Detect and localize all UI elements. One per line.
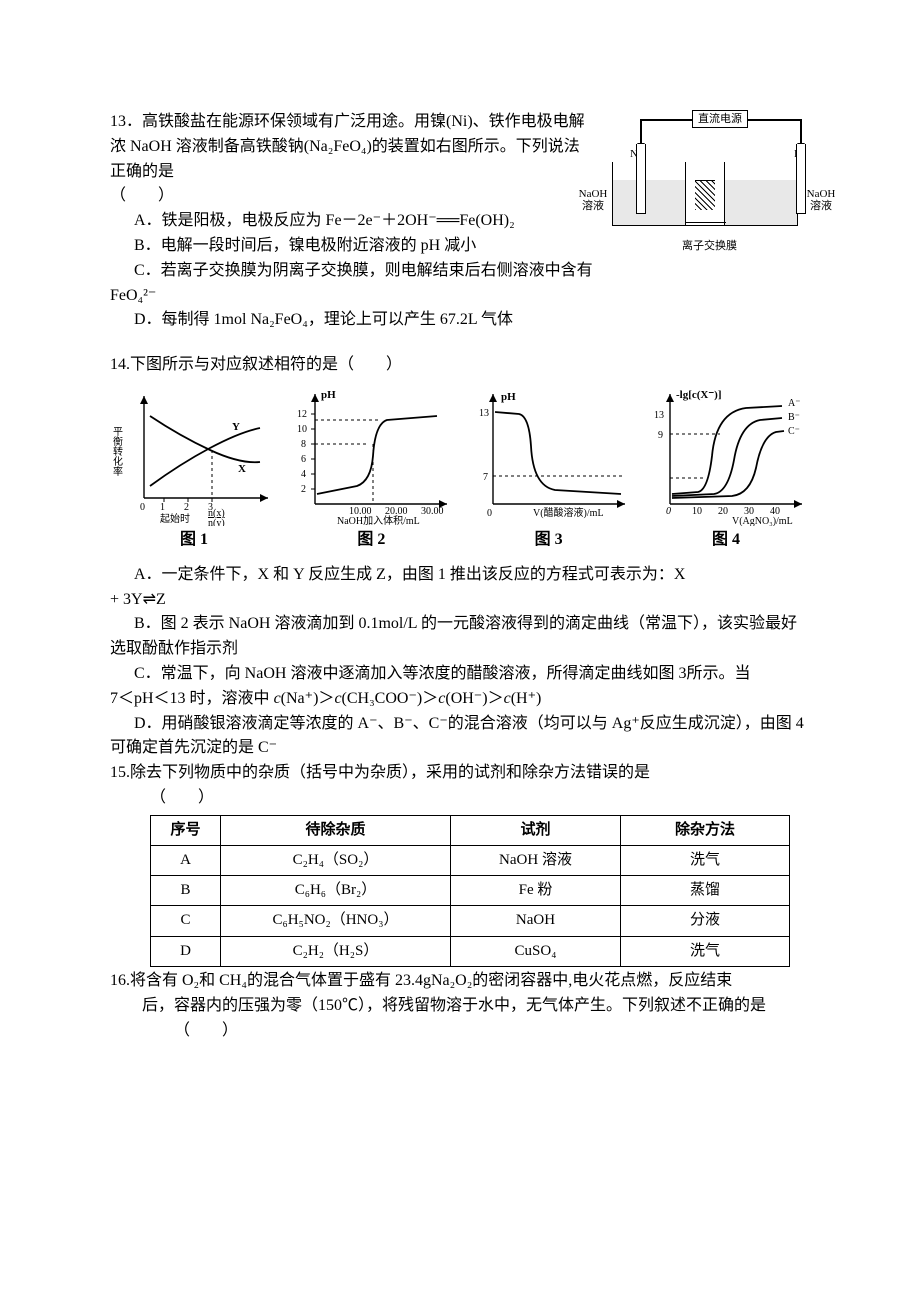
- q14-optD: D．用硝酸银溶液滴定等浓度的 A⁻、B⁻、C⁻的混合溶液（均可以与 Ag⁺反应生…: [110, 712, 810, 762]
- fig1-ylabel: 平衡转化率: [111, 426, 123, 477]
- q15-table: 序号 待除杂质 试剂 除杂方法 A C₂H₄（SO₂） NaOH 溶液 洗气 B…: [150, 815, 790, 967]
- naoh-right: NaOH溶液: [804, 188, 838, 212]
- q14-optB: B．图 2 表示 NaOH 溶液滴加到 0.1mol/L 的一元酸溶液得到的滴定…: [110, 612, 810, 662]
- svg-text:A⁻: A⁻: [788, 398, 801, 409]
- table-row: B C₆H₆（Br₂） Fe 粉 蒸馏: [151, 876, 790, 906]
- fig2-xl: NaOH加入体积/mL: [337, 515, 420, 526]
- bridge: [686, 222, 726, 226]
- q14-optA-l2: + 3Y⇌Z: [110, 588, 810, 613]
- q15-paren: （ ）: [110, 786, 810, 811]
- svg-text:10: 10: [297, 424, 307, 435]
- fig3-xl: V(醋酸溶液)/mL: [533, 506, 604, 519]
- left-beaker: [612, 162, 686, 226]
- th-1: 待除杂质: [221, 815, 451, 845]
- table-header-row: 序号 待除杂质 试剂 除杂方法: [151, 815, 790, 845]
- fig2-yticks: 2 4 6 8 10 12: [297, 409, 315, 495]
- svg-text:13: 13: [654, 410, 664, 421]
- ni-electrode: [636, 144, 646, 214]
- fig2: pH 2 4 6 8 10 12 10.00 20.00 30.00 NaOH加…: [287, 386, 455, 553]
- svg-text:0: 0: [487, 508, 492, 519]
- q14-optA-l1: A．一定条件下，X 和 Y 反应生成 Z，由图 1 推出该反应的方程式可表示为：…: [110, 563, 810, 588]
- svg-text:2: 2: [301, 484, 306, 495]
- fig3-cap: 图 3: [465, 528, 633, 553]
- fig1-t0: 0: [140, 502, 145, 513]
- svg-text:7: 7: [483, 472, 488, 483]
- fig1-X: X: [238, 463, 246, 475]
- fig2-cap: 图 2: [287, 528, 455, 553]
- fig2-yl: pH: [321, 389, 336, 401]
- svg-text:12: 12: [297, 409, 307, 420]
- fig1-cap: 图 1: [110, 528, 278, 553]
- svg-text:0: 0: [666, 506, 671, 517]
- q16-l2: 后，容器内的压强为零（150℃），将残留物溶于水中，无气体产生。下列叙述不正确的…: [142, 997, 766, 1039]
- svg-text:20: 20: [718, 506, 728, 517]
- ion-membrane: [695, 180, 715, 210]
- svg-text:10: 10: [692, 506, 702, 517]
- figure-row: 平衡转化率 0 1 2 3 Y X 起始时 n(x) n(y) 图 1: [110, 386, 810, 553]
- q15-stem: 15.除去下列物质中的杂质（括号中为杂质），采用的试剂和除杂方法错误的是: [110, 761, 810, 786]
- fig1-Y: Y: [232, 421, 240, 433]
- fig1-t2: 2: [184, 502, 189, 513]
- svg-text:C⁻: C⁻: [788, 426, 800, 437]
- fig4-yl: -lg[c(X⁻)]: [676, 389, 722, 401]
- fig4-xl: V(AgNO₃)/mL: [732, 516, 793, 526]
- svg-text:起始时: 起始时: [160, 512, 190, 525]
- svg-text:4: 4: [301, 469, 306, 480]
- q13-optC: C．若离子交换膜为阴离子交换膜，则电解结束后右侧溶液中含有 FeO₄²⁻: [110, 259, 810, 309]
- dc-source-label: 直流电源: [692, 110, 748, 128]
- svg-text:30.00: 30.00: [421, 506, 444, 517]
- th-0: 序号: [151, 815, 221, 845]
- svg-text:6: 6: [301, 454, 306, 465]
- fig1: 平衡转化率 0 1 2 3 Y X 起始时 n(x) n(y) 图 1: [110, 386, 278, 553]
- svg-text:9: 9: [658, 430, 663, 441]
- table-row: C C₆H₅NO₂（HNO₃） NaOH 分液: [151, 906, 790, 936]
- q14-optC-l2: 7＜pH＜13 时，溶液中 c(Na⁺)＞c(CH₃COO⁻)＞c(OH⁻)＞c…: [110, 687, 810, 712]
- table-row: A C₂H₄（SO₂） NaOH 溶液 洗气: [151, 845, 790, 875]
- th-2: 试剂: [451, 815, 621, 845]
- q14-stem: 14.下图所示与对应叙述相符的是（ ）: [110, 353, 810, 378]
- q13-optD: D．每制得 1mol Na₂FeO₄，理论上可以产生 67.2L 气体: [110, 308, 810, 333]
- q14-optC-l1: C．常温下，向 NaOH 溶液中逐滴加入等浓度的醋酸溶液，所得滴定曲线如图 3所…: [110, 662, 810, 687]
- table-row: D C₂H₂（H₂S） CuSO₄ 洗气: [151, 936, 790, 966]
- svg-text:B⁻: B⁻: [788, 412, 800, 423]
- naoh-left: NaOH溶液: [576, 188, 610, 212]
- svg-text:13: 13: [479, 408, 489, 419]
- fig3-yl: pH: [501, 391, 516, 403]
- svg-text:n(y): n(y): [208, 518, 225, 526]
- fig3: pH 13 7 0 V(醋酸溶液)/mL 图 3: [465, 386, 633, 553]
- th-3: 除杂方法: [621, 815, 790, 845]
- right-beaker: [724, 162, 798, 226]
- fig1-t1: 1: [160, 502, 165, 513]
- svg-text:8: 8: [301, 439, 306, 450]
- electrolysis-diagram: 直流电源 Ni Fe NaOH溶液 NaOH溶液 离子交换膜: [600, 110, 810, 260]
- fig4-cap: 图 4: [642, 528, 810, 553]
- q16-l1: 16.将含有 O₂和 CH₄的混合气体置于盛有 23.4gNa₂O₂的密闭容器中…: [110, 972, 732, 989]
- membrane-label: 离子交换膜: [682, 238, 737, 255]
- fig4: -lg[c(X⁻)] 13 9 A⁻ B⁻ C⁻ 0 10 20 30 40 V…: [642, 386, 810, 553]
